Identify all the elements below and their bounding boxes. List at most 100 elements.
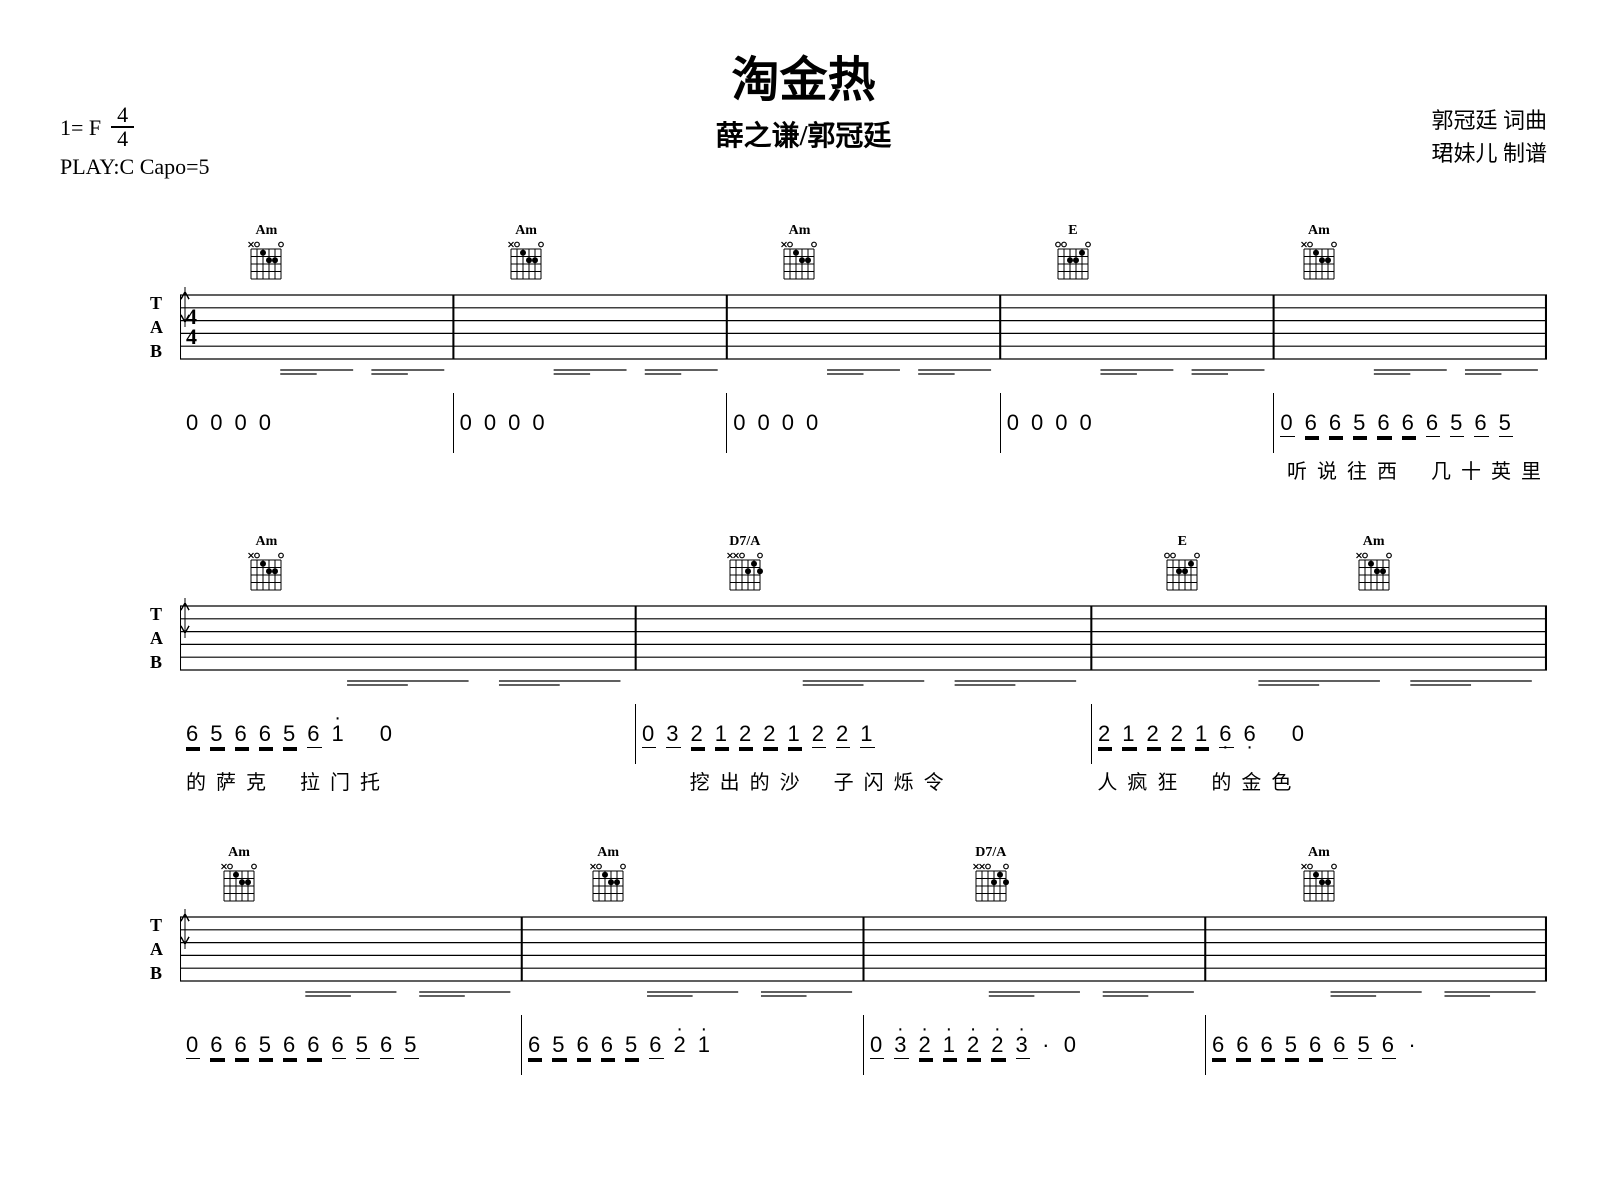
note: 2 — [1098, 721, 1112, 748]
lyric-measure: 挖出的沙 子闪烁令 — [636, 766, 1092, 795]
lyric-syllable — [1355, 1077, 1369, 1100]
note-group: 0000 — [1007, 410, 1094, 436]
note: 6 — [307, 1032, 321, 1059]
jianpu-measure: 65665621 — [521, 1015, 863, 1075]
note: 6 — [186, 721, 200, 748]
note: 6 — [235, 1032, 249, 1059]
note: 6 — [259, 721, 273, 748]
info-left: 1= F 4 4 PLAY:C Capo=5 — [60, 104, 210, 183]
note: 0 — [532, 410, 546, 436]
key-line: 1= F 4 4 — [60, 104, 210, 150]
lyric-syllable — [1062, 1077, 1076, 1100]
note: 5 — [1353, 410, 1367, 437]
info-right: 郭冠廷 词曲 珺妹儿 制谱 — [1431, 104, 1547, 183]
lyric-syllable — [402, 1077, 416, 1100]
tab-staff: TAB — [60, 598, 1547, 678]
jianpu-measure: 2122166 0 — [1091, 704, 1547, 764]
lyric-syllable — [1325, 766, 1339, 795]
note-group: 65665621 — [528, 1032, 712, 1059]
lyric-syllable — [648, 1077, 662, 1100]
timesig-num: 4 — [111, 104, 134, 128]
note: 1 — [860, 721, 874, 748]
tab-label: TAB — [60, 598, 180, 678]
note: 1 — [943, 1032, 957, 1059]
tab-measure — [1205, 909, 1547, 989]
lyric-syllable: 十 — [1461, 455, 1481, 484]
lyric-syllable — [797, 455, 811, 484]
lyric-syllable: 几 — [1431, 455, 1451, 484]
lyric-syllable — [1263, 455, 1277, 484]
note: 6 — [1244, 721, 1258, 747]
lyric-syllable: 听 — [1287, 455, 1307, 484]
play-label: PLAY:C Capo=5 — [60, 150, 210, 183]
note: · — [1406, 1032, 1420, 1058]
note: 0 — [642, 721, 656, 748]
jianpu-row: 00000000000000000665666565 — [180, 393, 1547, 453]
lyric-syllable — [1066, 455, 1080, 484]
note: 5 — [1499, 410, 1513, 437]
chord: E — [1055, 223, 1091, 283]
note: 0 — [806, 410, 820, 436]
tab-staff: TAB — [60, 909, 1547, 989]
note: 6 — [210, 1032, 224, 1059]
chord: Am — [1301, 223, 1337, 283]
lyric-syllable — [1014, 1077, 1028, 1100]
lyric-syllable: 往 — [1347, 455, 1367, 484]
note: 6 — [649, 1032, 663, 1059]
tab-measure — [1000, 287, 1273, 367]
chord: Am — [221, 845, 257, 905]
lyric-syllable: 挖 — [690, 766, 710, 795]
lyric-syllable: 说 — [1317, 455, 1337, 484]
tab-label: TAB — [60, 909, 180, 989]
note: 1 — [1122, 721, 1136, 748]
note: 6 — [577, 1032, 591, 1059]
lyric-syllable — [186, 455, 200, 484]
note: 3 — [894, 1032, 908, 1059]
chord-name: Am — [597, 845, 619, 861]
lyric-syllable — [276, 766, 290, 795]
lyric-syllable — [870, 1077, 884, 1100]
lyric-syllable — [552, 1077, 566, 1100]
lyric-syllable — [186, 1077, 200, 1100]
lyric-measure — [864, 1077, 1206, 1100]
chord-name: Am — [789, 223, 811, 239]
note: 0 — [460, 410, 474, 436]
jianpu-measure: 0000 — [726, 393, 1000, 453]
lyric-syllable — [414, 766, 428, 795]
note: 2 — [674, 1032, 688, 1058]
lyric-syllable — [210, 455, 224, 484]
lyric-syllable — [810, 766, 824, 795]
lyric-measure — [449, 455, 718, 484]
lyric-syllable — [282, 1077, 296, 1100]
lyric-syllable — [1283, 1077, 1297, 1100]
tab-measure — [636, 598, 1092, 678]
lyric-syllable — [1403, 1077, 1417, 1100]
lyric-syllable — [966, 1077, 980, 1100]
note: 0 — [757, 410, 771, 436]
note: 0 — [733, 410, 747, 436]
lyric-syllable — [1187, 766, 1201, 795]
note: 6 — [1261, 1032, 1275, 1059]
tab-label: TAB — [60, 287, 180, 367]
note: · — [1040, 1032, 1054, 1058]
lyric-syllable: 闪 — [864, 766, 884, 795]
note: 1 — [698, 1032, 712, 1058]
note: 0 — [210, 410, 224, 436]
note: 6 — [1219, 721, 1233, 748]
chord: Am — [248, 223, 284, 283]
beam-row — [180, 989, 1547, 1003]
note: 0 — [1064, 1032, 1078, 1058]
note-group: 0321221221 — [642, 721, 875, 748]
staff-lines — [180, 598, 1547, 678]
chord: Am — [1301, 845, 1337, 905]
chord-name: Am — [1308, 845, 1330, 861]
note: 2 — [836, 721, 850, 748]
lyric-measure — [988, 455, 1257, 484]
chord: Am — [590, 845, 626, 905]
note: 6 — [1402, 410, 1416, 437]
timesig-den: 4 — [111, 128, 134, 150]
jianpu-measure: 0321223·0 — [863, 1015, 1205, 1075]
lyric-syllable — [666, 766, 680, 795]
lyric-syllable — [210, 1077, 224, 1100]
lyric-syllable — [576, 1077, 590, 1100]
